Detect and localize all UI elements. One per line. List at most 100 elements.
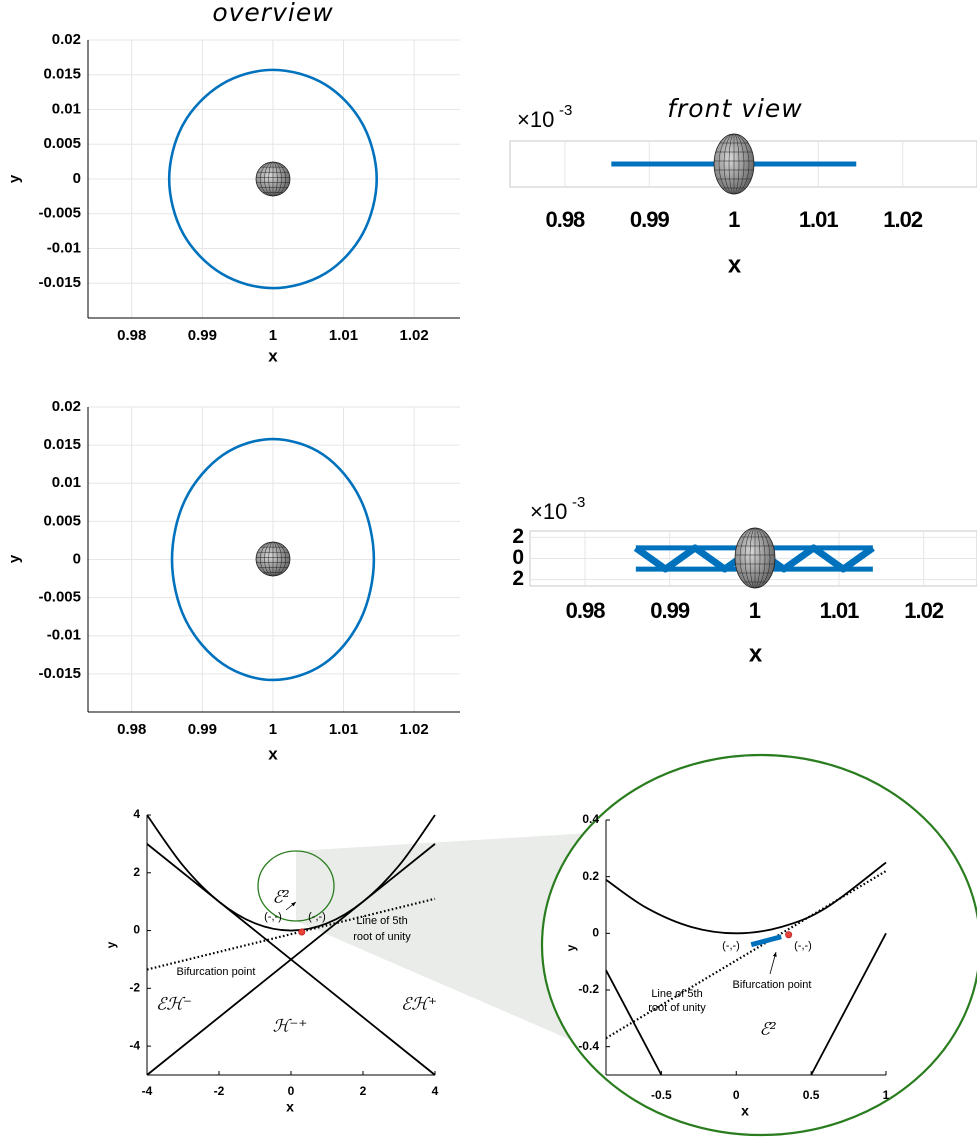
chart-title: front view xyxy=(667,94,803,123)
y-tick-label: -0.4 xyxy=(578,1039,599,1053)
y-tick-label: 2 xyxy=(512,567,523,590)
axis-multiplier: ×10 xyxy=(517,107,554,132)
series-line xyxy=(605,861,887,935)
annotation: root of unity xyxy=(353,931,411,943)
annotation: (-,-) xyxy=(722,940,740,952)
y-axis-label: y xyxy=(6,174,23,183)
y-axis-label: y xyxy=(6,554,23,563)
y-tick-label: -4 xyxy=(129,1038,140,1052)
x-tick-label: 0.98 xyxy=(117,327,146,344)
y-axis-label: y xyxy=(564,944,578,951)
y-tick-label: 0.005 xyxy=(43,135,81,152)
x-axis-label: x xyxy=(749,640,763,667)
y-tick-label: 0.01 xyxy=(52,474,81,491)
annotation: Bifurcation point xyxy=(177,966,256,978)
y-tick-label: 0.2 xyxy=(582,869,599,883)
x-tick-label: 1 xyxy=(269,721,277,738)
y-tick-label: -0.01 xyxy=(47,627,81,644)
x-tick-label: 0.98 xyxy=(566,598,606,623)
annotation: (-,-) xyxy=(308,911,326,923)
x-axis-label: x xyxy=(741,1103,749,1119)
primary-body xyxy=(713,133,755,195)
y-axis-label: y xyxy=(104,941,118,948)
y-tick-label: 2 xyxy=(512,525,523,548)
x-tick-label: 1.01 xyxy=(799,207,839,232)
x-tick-label: 2 xyxy=(360,1084,367,1098)
series-line xyxy=(146,897,436,971)
x-tick-label: 1.01 xyxy=(329,327,358,344)
annotation: ℰℋ⁻ xyxy=(156,995,192,1015)
x-tick-label: 1.02 xyxy=(400,327,429,344)
annotation: Bifurcation point xyxy=(733,979,812,991)
x-tick-label: -0.5 xyxy=(651,1088,672,1102)
y-tick-label: 0.015 xyxy=(43,436,81,453)
orbit xyxy=(167,68,379,290)
x-tick-label: 1.02 xyxy=(883,207,923,232)
series-line xyxy=(810,932,887,1076)
y-tick-label: 0.005 xyxy=(43,512,81,529)
x-axis-label: x xyxy=(268,744,278,763)
x-tick-label: 0 xyxy=(733,1088,740,1102)
series-line xyxy=(605,969,663,1076)
pointer-arrow-head xyxy=(772,952,777,957)
annotation: Line of 5th xyxy=(651,988,702,1000)
y-tick-label: -0.005 xyxy=(38,205,81,222)
y-tick-label: -0.015 xyxy=(38,274,81,291)
x-tick-label: 0.99 xyxy=(630,207,670,232)
x-tick-label: 0.99 xyxy=(188,721,217,738)
x-tick-label: -4 xyxy=(142,1084,153,1098)
x-tick-label: 0.98 xyxy=(545,207,585,232)
annotation: ℰℋ⁺ xyxy=(401,995,437,1015)
y-tick-label: 0.01 xyxy=(52,100,81,117)
x-tick-label: 0 xyxy=(288,1084,295,1098)
primary-body xyxy=(734,527,776,589)
series-line xyxy=(750,934,782,948)
x-tick-label: 0.99 xyxy=(650,598,690,623)
y-tick-label: 0 xyxy=(73,170,81,187)
chart-title: overview xyxy=(212,0,333,27)
y-tick-label: 4 xyxy=(133,807,140,821)
axis-multiplier-exponent: -3 xyxy=(559,102,572,119)
x-tick-label: 1 xyxy=(269,327,277,344)
y-tick-label: 0 xyxy=(592,926,599,940)
orbit xyxy=(170,437,376,682)
x-tick-label: 1.02 xyxy=(400,721,429,738)
x-tick-label: 1 xyxy=(728,207,740,232)
series-line xyxy=(146,843,436,1076)
series-line xyxy=(146,814,436,932)
annotation: root of unity xyxy=(648,1002,706,1014)
primary-body xyxy=(255,541,291,577)
y-tick-label: 2 xyxy=(133,865,140,879)
zoom-circle xyxy=(257,850,335,922)
primary-body xyxy=(255,161,291,197)
data-point xyxy=(785,931,793,939)
y-tick-label: 0 xyxy=(73,550,81,567)
axis-multiplier: ×10 xyxy=(530,499,567,524)
pointer-arrow-head xyxy=(291,902,296,907)
y-tick-label: 0 xyxy=(133,923,140,937)
y-tick-label: -0.01 xyxy=(47,239,81,256)
annotation: (-,-) xyxy=(264,911,282,923)
x-tick-label: 1 xyxy=(749,598,761,623)
y-tick-label: 0.015 xyxy=(43,66,81,83)
x-tick-label: 4 xyxy=(432,1084,439,1098)
axis-multiplier-exponent: -3 xyxy=(572,494,585,511)
annotation: (-,-) xyxy=(794,940,812,952)
y-tick-label: 0 xyxy=(512,546,523,569)
annotation: ℰ² xyxy=(759,1020,776,1040)
x-tick-label: -2 xyxy=(214,1084,225,1098)
x-tick-label: 1.02 xyxy=(904,598,944,623)
x-tick-label: 0.99 xyxy=(188,327,217,344)
y-tick-label: -0.005 xyxy=(38,589,81,606)
annotation: ℋ⁻⁺ xyxy=(273,1017,308,1037)
x-tick-label: 0.98 xyxy=(117,721,146,738)
x-tick-label: 1 xyxy=(883,1088,890,1102)
y-tick-label: -0.015 xyxy=(38,665,81,682)
x-tick-label: 0.5 xyxy=(803,1088,820,1102)
annotation: Line of 5th xyxy=(356,915,407,927)
x-axis-label: x xyxy=(268,346,278,365)
y-tick-label: -2 xyxy=(129,981,140,995)
y-tick-label: 0.4 xyxy=(582,812,599,826)
